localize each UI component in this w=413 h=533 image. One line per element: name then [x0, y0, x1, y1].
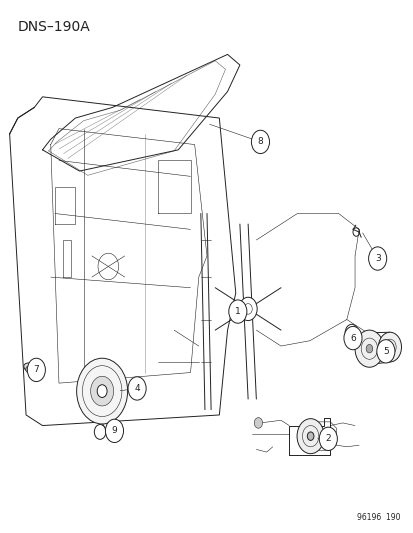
Circle shape: [27, 358, 45, 382]
Circle shape: [306, 432, 313, 440]
Circle shape: [318, 427, 337, 450]
Ellipse shape: [24, 363, 39, 374]
Text: 5: 5: [382, 347, 388, 356]
Text: DNS–190A: DNS–190A: [18, 20, 90, 34]
Circle shape: [365, 344, 372, 353]
Circle shape: [90, 376, 114, 406]
Circle shape: [97, 385, 107, 398]
Circle shape: [368, 247, 386, 270]
Circle shape: [238, 297, 256, 320]
Text: 1: 1: [235, 307, 240, 316]
Text: 6: 6: [349, 334, 355, 343]
Circle shape: [94, 424, 106, 439]
Text: 9: 9: [112, 426, 117, 435]
Text: 7: 7: [33, 366, 39, 374]
Text: 2: 2: [325, 434, 330, 443]
Circle shape: [343, 326, 361, 350]
Circle shape: [76, 358, 127, 424]
Circle shape: [251, 130, 269, 154]
Circle shape: [376, 340, 394, 363]
Circle shape: [344, 324, 358, 341]
Circle shape: [354, 330, 383, 367]
Circle shape: [297, 419, 323, 454]
Circle shape: [105, 419, 123, 442]
Circle shape: [228, 300, 246, 323]
Circle shape: [26, 366, 31, 373]
Circle shape: [128, 377, 146, 400]
Text: 3: 3: [374, 254, 380, 263]
Circle shape: [377, 332, 401, 362]
Text: 4: 4: [134, 384, 140, 393]
Circle shape: [254, 418, 262, 428]
Text: 96196  190: 96196 190: [356, 513, 399, 522]
Text: 8: 8: [257, 138, 263, 147]
